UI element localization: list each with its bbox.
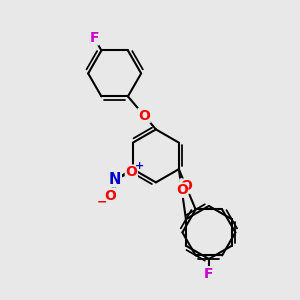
Text: O: O — [176, 183, 188, 197]
Text: O: O — [105, 189, 117, 202]
Text: N: N — [109, 172, 121, 187]
Text: O: O — [180, 179, 192, 193]
Text: +: + — [135, 160, 144, 171]
Text: O: O — [125, 165, 137, 179]
Text: F: F — [89, 31, 99, 45]
Text: O: O — [138, 109, 150, 122]
Text: F: F — [204, 267, 214, 281]
Text: −: − — [97, 196, 107, 208]
